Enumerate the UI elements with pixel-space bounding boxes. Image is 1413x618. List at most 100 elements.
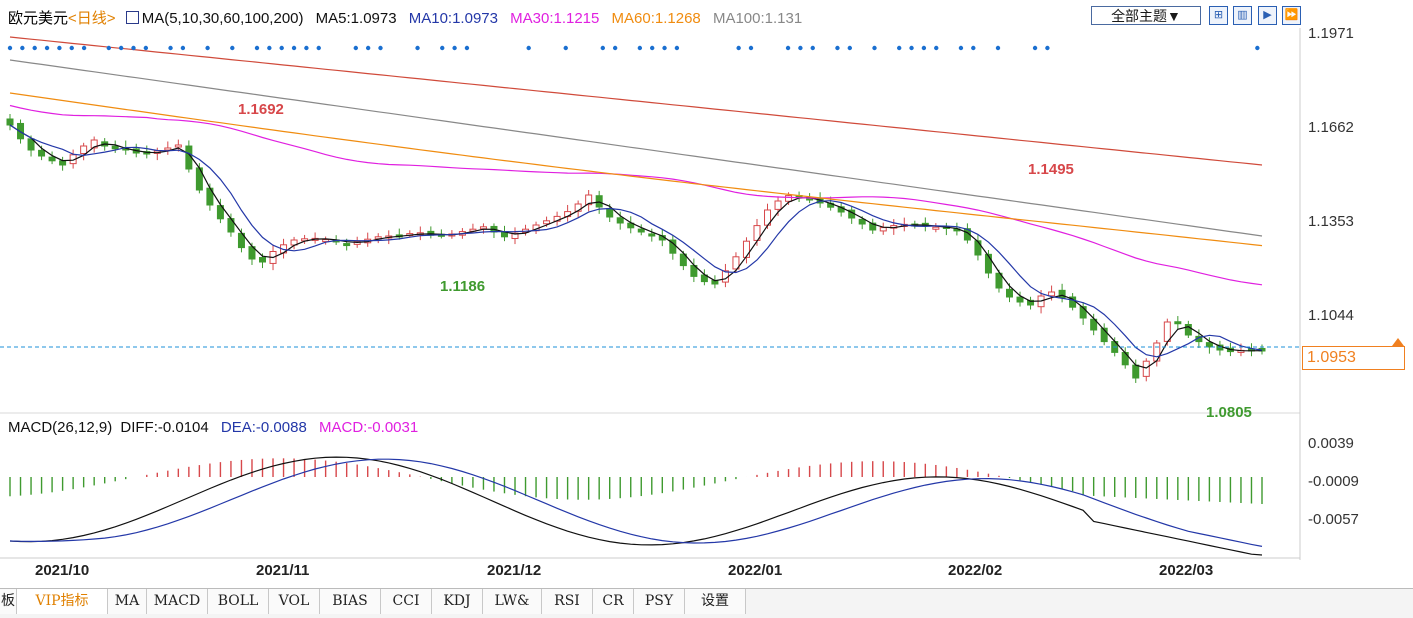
macd-diff: DIFF:-0.0104 xyxy=(120,419,208,436)
candle-body xyxy=(975,241,981,255)
signal-dot xyxy=(811,46,815,50)
candle-body xyxy=(7,119,13,125)
tab-boll[interactable]: BOLL xyxy=(208,589,269,614)
signal-dot xyxy=(168,46,172,50)
tab-board[interactable]: 板 xyxy=(0,589,17,614)
price-tick-4: 1.1044 xyxy=(1308,307,1354,324)
ma200-line xyxy=(10,37,1262,165)
moving-averages xyxy=(10,37,1262,368)
tab-bias[interactable]: BIAS xyxy=(320,589,381,614)
candle-body xyxy=(617,218,623,223)
macd-tick-3: -0.0057 xyxy=(1308,511,1359,528)
date-label-dec: 2021/12 xyxy=(487,562,541,579)
signal-dot xyxy=(675,46,679,50)
signal-dot xyxy=(230,46,234,50)
signal-dot xyxy=(959,46,963,50)
signal-dot xyxy=(835,46,839,50)
candle-body xyxy=(175,145,181,147)
signal-dot xyxy=(354,46,358,50)
tab-vol[interactable]: VOL xyxy=(269,589,320,614)
signal-dot xyxy=(255,46,259,50)
candle-body xyxy=(81,146,87,154)
candle-body xyxy=(39,150,45,156)
date-label-mar: 2022/03 xyxy=(1159,562,1213,579)
date-label-nov: 2021/11 xyxy=(256,562,309,579)
signal-dot xyxy=(378,46,382,50)
date-label-feb: 2022/02 xyxy=(948,562,1002,579)
macd-header: MACD(26,12,9) DIFF:-0.0104 DEA:-0.0088 M… xyxy=(8,419,426,436)
high-annotation-1: 1.1692 xyxy=(238,101,284,118)
signal-dot xyxy=(922,46,926,50)
signal-dot xyxy=(317,46,321,50)
candle-body xyxy=(1059,290,1065,298)
candle-body xyxy=(1154,343,1160,361)
macd-tick-2: -0.0009 xyxy=(1308,473,1359,490)
candle-body xyxy=(1017,297,1023,302)
macd-dea: DEA:-0.0088 xyxy=(221,419,307,436)
macd-diff-line xyxy=(10,457,1262,555)
candle-body xyxy=(1133,365,1139,378)
tab-rsi[interactable]: RSI xyxy=(542,589,593,614)
signal-dot xyxy=(749,46,753,50)
signal-dot xyxy=(527,46,531,50)
tab-vip[interactable]: VIP指标 xyxy=(17,589,108,614)
candle-body xyxy=(1143,361,1149,376)
macd-histogram xyxy=(10,458,1262,504)
candle-body xyxy=(775,201,781,209)
tab-ma[interactable]: MA xyxy=(108,589,147,614)
signal-dot xyxy=(786,46,790,50)
tab-macd[interactable]: MACD xyxy=(147,589,208,614)
macd-dea-line xyxy=(10,459,1262,546)
tab-settings[interactable]: 设置 xyxy=(685,589,746,614)
high-annotation-2: 1.1495 xyxy=(1028,161,1074,178)
signal-dot xyxy=(452,46,456,50)
signal-dot xyxy=(465,46,469,50)
signal-dot xyxy=(205,46,209,50)
tab-lw[interactable]: LW& xyxy=(483,589,542,614)
candle-body xyxy=(1175,322,1181,324)
ma10-line xyxy=(10,125,1262,357)
candle-body xyxy=(480,227,486,229)
signal-dot xyxy=(57,46,61,50)
signal-dot xyxy=(144,46,148,50)
signal-dot xyxy=(440,46,444,50)
signal-dot xyxy=(934,46,938,50)
macd-title: MACD(26,12,9) xyxy=(8,419,112,436)
price-tick-2: 1.1662 xyxy=(1308,119,1354,136)
low-annotation-2: 1.0805 xyxy=(1206,404,1252,421)
signal-dot xyxy=(613,46,617,50)
candle-body xyxy=(880,228,886,231)
signal-dot xyxy=(638,46,642,50)
candle-body xyxy=(344,244,350,246)
candle-body xyxy=(638,229,644,232)
signal-dot xyxy=(304,46,308,50)
signal-dot xyxy=(996,46,1000,50)
price-tick-1: 1.1971 xyxy=(1308,25,1354,42)
signal-dot xyxy=(662,46,666,50)
signal-dot xyxy=(971,46,975,50)
candle-body xyxy=(165,148,171,150)
signal-dot xyxy=(650,46,654,50)
tab-psy[interactable]: PSY xyxy=(634,589,685,614)
signal-dot xyxy=(45,46,49,50)
candle-body xyxy=(112,146,118,149)
candle-body xyxy=(60,161,66,165)
signal-dot xyxy=(601,46,605,50)
signal-dot xyxy=(8,46,12,50)
candle-body xyxy=(607,209,613,217)
candle-body xyxy=(49,157,55,161)
signal-dot xyxy=(82,46,86,50)
tab-kdj[interactable]: KDJ xyxy=(432,589,483,614)
ma30-line xyxy=(10,106,1262,285)
tab-cr[interactable]: CR xyxy=(593,589,634,614)
candles xyxy=(7,114,1265,383)
candle-body xyxy=(649,234,655,236)
candle-body xyxy=(544,221,550,224)
low-annotation-1: 1.1186 xyxy=(440,278,485,295)
candle-body xyxy=(743,241,749,257)
signal-dot xyxy=(107,46,111,50)
tab-cci[interactable]: CCI xyxy=(381,589,432,614)
signal-dot xyxy=(736,46,740,50)
candle-body xyxy=(260,258,266,262)
